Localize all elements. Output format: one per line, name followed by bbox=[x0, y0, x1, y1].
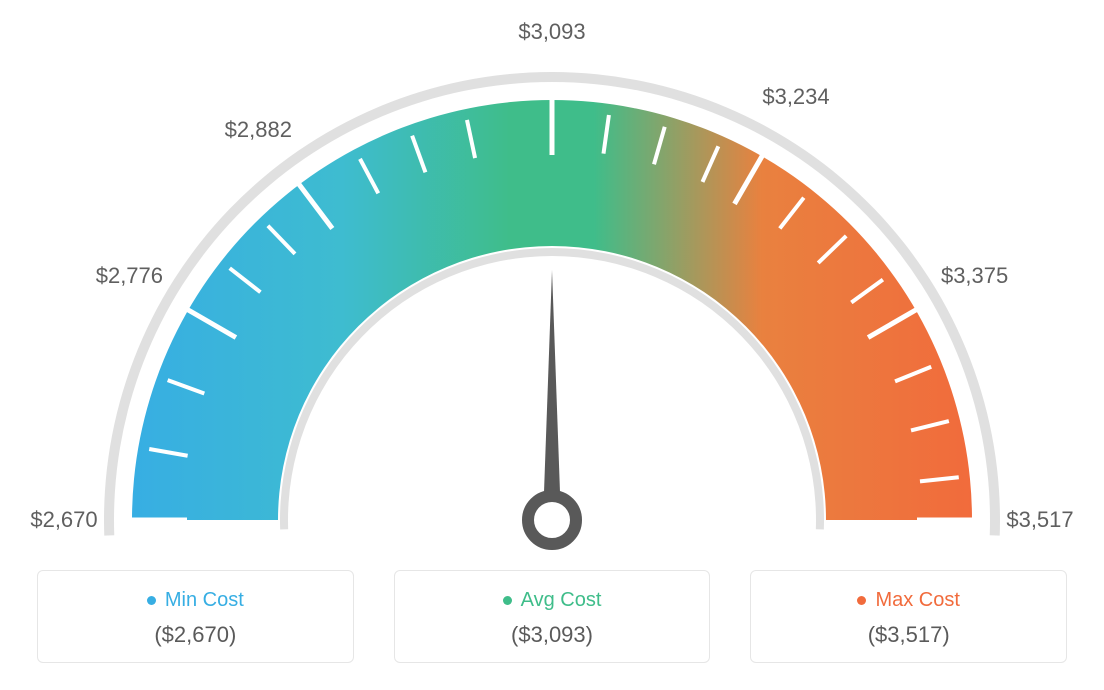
gauge-svg bbox=[0, 0, 1104, 560]
legend-title: Max Cost bbox=[857, 589, 959, 612]
legend-dot-icon bbox=[503, 596, 512, 605]
gauge-tick-label: $3,234 bbox=[762, 84, 829, 110]
legend-value: ($2,670) bbox=[48, 622, 343, 648]
gauge-tick-label: $2,670 bbox=[30, 507, 97, 533]
gauge-tick-label: $2,882 bbox=[225, 117, 292, 143]
legend-title-text: Max Cost bbox=[875, 589, 959, 612]
legend-value: ($3,093) bbox=[405, 622, 700, 648]
legend-dot-icon bbox=[147, 596, 156, 605]
gauge-tick-label: $3,517 bbox=[1006, 507, 1073, 533]
legend-card: Avg Cost ($3,093) bbox=[394, 570, 711, 663]
legend-title-text: Min Cost bbox=[165, 589, 244, 612]
gauge-needle-hub bbox=[528, 496, 576, 544]
gauge-needle bbox=[543, 270, 561, 520]
legend-value: ($3,517) bbox=[761, 622, 1056, 648]
gauge-tick-label: $3,093 bbox=[518, 19, 585, 45]
legend-title-text: Avg Cost bbox=[521, 589, 602, 612]
legend-card: Min Cost ($2,670) bbox=[37, 570, 354, 663]
legend-dot-icon bbox=[857, 596, 866, 605]
legend-title: Min Cost bbox=[147, 589, 244, 612]
gauge-tick-label: $2,776 bbox=[96, 263, 163, 289]
cost-gauge-chart: $2,670 $2,776 $2,882 $3,093 $3,234 $3,375 $3,5… bbox=[0, 0, 1104, 560]
gauge-tick-label: $3,375 bbox=[941, 263, 1008, 289]
legend-card: Max Cost ($3,517) bbox=[750, 570, 1067, 663]
legend-title: Avg Cost bbox=[503, 589, 602, 612]
legend-row: Min Cost ($2,670) Avg Cost ($3,093) Max Cost… bbox=[37, 570, 1067, 663]
